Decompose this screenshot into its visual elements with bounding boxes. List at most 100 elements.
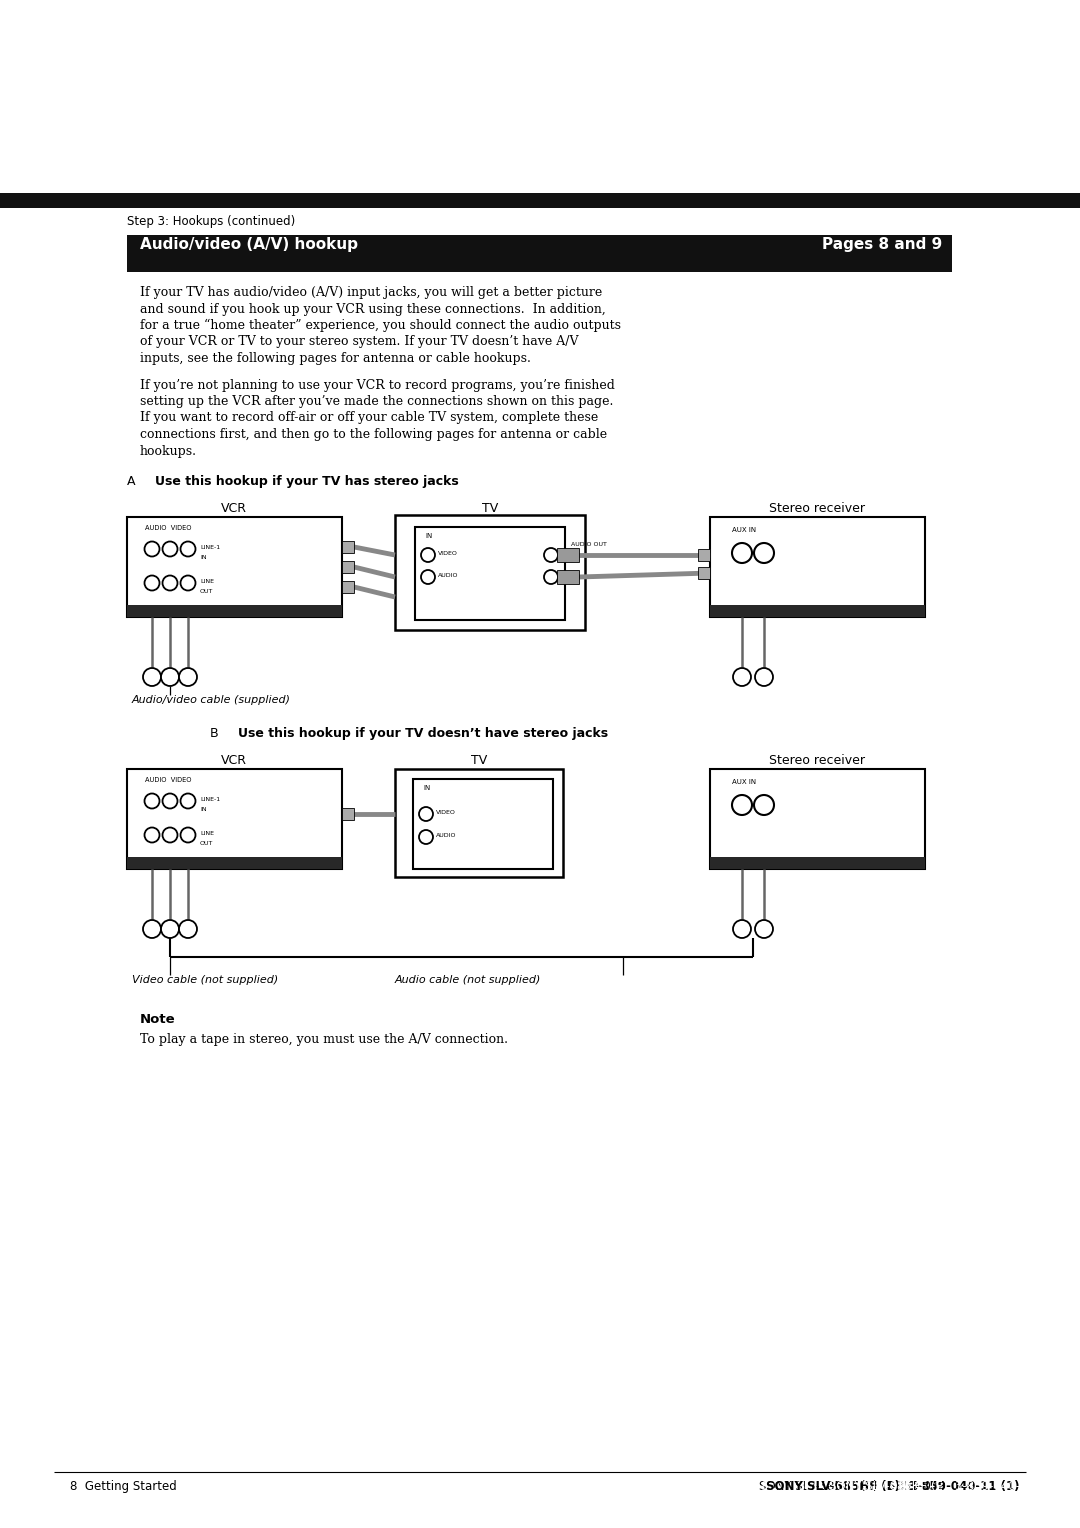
Bar <box>0 193 1080 208</box>
Bar <box>127 857 342 869</box>
Text: If you’re not planning to use your VCR to record programs, you’re finished: If you’re not planning to use your VCR t… <box>140 379 615 391</box>
Circle shape <box>143 668 161 686</box>
Text: LINE: LINE <box>200 831 214 836</box>
Bar <box>342 808 354 821</box>
Circle shape <box>419 830 433 843</box>
Circle shape <box>179 920 197 938</box>
Circle shape <box>421 570 435 584</box>
Text: To play a tape in stereo, you must use the A/V connection.: To play a tape in stereo, you must use t… <box>140 1033 508 1047</box>
Bar <box>710 769 924 869</box>
Bar <box>557 549 579 562</box>
Text: If your TV has audio/video (A/V) input jacks, you will get a better picture: If your TV has audio/video (A/V) input j… <box>140 286 603 299</box>
Bar <box>127 516 342 617</box>
Text: AUX IN: AUX IN <box>732 779 756 785</box>
Bar <box>127 235 951 272</box>
Circle shape <box>180 541 195 556</box>
Text: 8  Getting Started: 8 Getting Started <box>70 1481 177 1493</box>
Text: TV: TV <box>482 503 498 515</box>
Text: AUDIO OUT: AUDIO OUT <box>571 542 607 547</box>
Text: SONY SLV-685HF (E)  3-859-040-11 (1): SONY SLV-685HF (E) 3-859-040-11 (1) <box>767 1481 1020 1493</box>
Circle shape <box>143 920 161 938</box>
Text: SONY SLV-685HF (E)  3-859-040-: SONY SLV-685HF (E) 3-859-040- <box>829 1481 1020 1493</box>
Text: Video cable (not supplied): Video cable (not supplied) <box>132 975 279 986</box>
Circle shape <box>733 920 751 938</box>
Bar <box>698 567 710 579</box>
Circle shape <box>755 668 773 686</box>
Text: Audio/video (A/V) hookup: Audio/video (A/V) hookup <box>140 237 357 252</box>
Circle shape <box>544 570 558 584</box>
Circle shape <box>145 793 160 808</box>
Text: for a true “home theater” experience, you should connect the audio outputs: for a true “home theater” experience, yo… <box>140 319 621 332</box>
Bar <box>127 769 342 869</box>
Circle shape <box>421 549 435 562</box>
Text: inputs, see the following pages for antenna or cable hookups.: inputs, see the following pages for ante… <box>140 351 531 365</box>
Text: AUDIO: AUDIO <box>436 833 457 837</box>
Bar <box>395 515 585 630</box>
Text: LINE-1: LINE-1 <box>200 545 220 550</box>
Text: Stereo receiver: Stereo receiver <box>769 503 865 515</box>
Circle shape <box>732 795 752 814</box>
Circle shape <box>161 920 179 938</box>
Text: SONY SLV-685HF (E)  3-859-040-11: SONY SLV-685HF (E) 3-859-040-11 <box>719 1481 950 1493</box>
Circle shape <box>754 542 774 562</box>
Circle shape <box>180 576 195 590</box>
Text: VCR: VCR <box>221 503 247 515</box>
Text: setting up the VCR after you’ve made the connections shown on this page.: setting up the VCR after you’ve made the… <box>140 396 613 408</box>
Bar <box>395 769 563 877</box>
Bar <box>342 561 354 573</box>
Bar <box>127 605 342 617</box>
Circle shape <box>180 793 195 808</box>
Text: IN: IN <box>200 807 206 811</box>
Text: OUT: OUT <box>200 840 214 847</box>
Text: Step 3: Hookups (continued): Step 3: Hookups (continued) <box>127 215 295 228</box>
Text: AUDIO  VIDEO: AUDIO VIDEO <box>145 526 191 532</box>
Text: and sound if you hook up your VCR using these connections.  In addition,: and sound if you hook up your VCR using … <box>140 303 606 315</box>
Circle shape <box>162 541 177 556</box>
Bar <box>342 581 354 593</box>
Bar <box>342 541 354 553</box>
Circle shape <box>161 668 179 686</box>
Text: connections first, and then go to the following pages for antenna or cable: connections first, and then go to the fo… <box>140 428 607 442</box>
Text: If you want to record off-air or off your cable TV system, complete these: If you want to record off-air or off you… <box>140 411 598 425</box>
Circle shape <box>145 576 160 590</box>
Text: AUDIO  VIDEO: AUDIO VIDEO <box>145 778 191 782</box>
Circle shape <box>180 828 195 842</box>
Circle shape <box>162 576 177 590</box>
Circle shape <box>544 549 558 562</box>
Circle shape <box>162 793 177 808</box>
Text: Stereo receiver: Stereo receiver <box>769 753 865 767</box>
Text: Use this hookup if your TV has stereo jacks: Use this hookup if your TV has stereo ja… <box>156 475 459 487</box>
Text: AUDIO: AUDIO <box>438 573 459 578</box>
Text: SONY SLV-685HF (E)  3-859-040-: SONY SLV-685HF (E) 3-859-040- <box>759 1481 950 1493</box>
Text: Use this hookup if your TV doesn’t have stereo jacks: Use this hookup if your TV doesn’t have … <box>238 727 608 740</box>
Circle shape <box>733 668 751 686</box>
Bar <box>413 779 553 869</box>
Circle shape <box>162 828 177 842</box>
Text: IN: IN <box>426 533 432 539</box>
Text: Audio/video cable (supplied): Audio/video cable (supplied) <box>132 695 291 704</box>
Text: AUX IN: AUX IN <box>732 527 756 533</box>
Text: LINE: LINE <box>200 579 214 584</box>
Text: VIDEO: VIDEO <box>436 810 456 814</box>
Circle shape <box>732 542 752 562</box>
Text: IN: IN <box>423 785 430 792</box>
Circle shape <box>419 807 433 821</box>
Text: B: B <box>210 727 218 740</box>
Circle shape <box>755 920 773 938</box>
Text: IN: IN <box>200 555 206 559</box>
Text: LINE-1: LINE-1 <box>200 798 220 802</box>
Bar <box>698 549 710 561</box>
Text: Audio cable (not supplied): Audio cable (not supplied) <box>395 975 541 986</box>
Bar <box>557 570 579 584</box>
Text: OUT: OUT <box>200 588 214 594</box>
Circle shape <box>145 541 160 556</box>
Circle shape <box>145 828 160 842</box>
Text: hookups.: hookups. <box>140 445 197 457</box>
Circle shape <box>754 795 774 814</box>
Bar <box>710 516 924 617</box>
Text: A: A <box>127 475 135 487</box>
Text: Pages 8 and 9: Pages 8 and 9 <box>822 237 942 252</box>
Circle shape <box>179 668 197 686</box>
Text: VCR: VCR <box>221 753 247 767</box>
Bar <box>415 527 565 620</box>
